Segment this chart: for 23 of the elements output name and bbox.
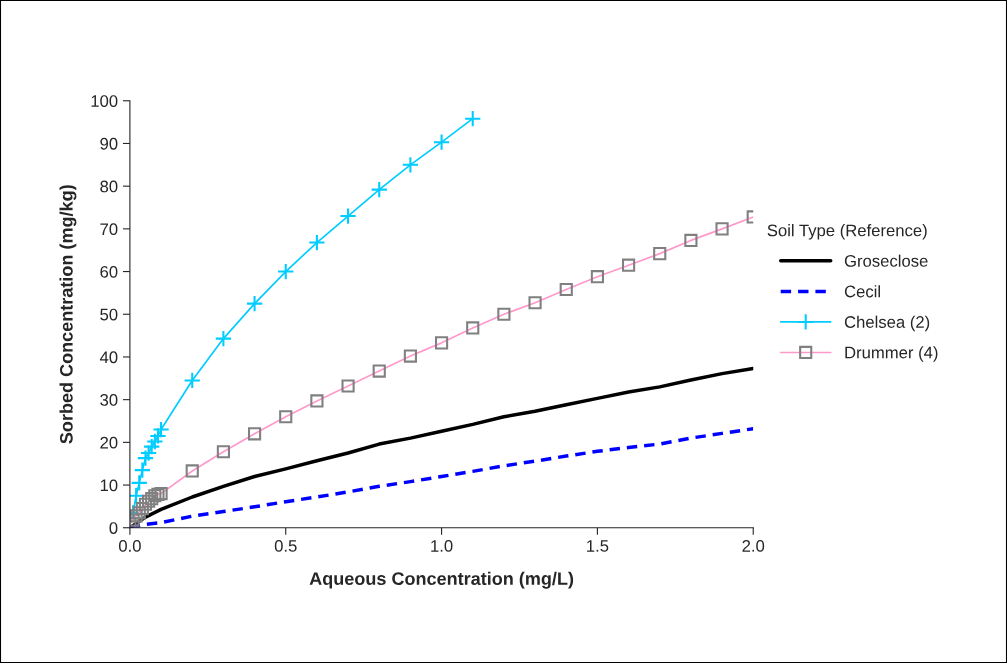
y-tick-label: 0 [109,522,118,534]
y-tick-label: 80 [100,180,118,193]
legend-label: Chelsea (2) [844,315,930,332]
x-axis-title: Aqueous Concentration (mg/L) [309,571,574,589]
x-tick-label: 1.5 [587,540,609,552]
x-tick-label: 2.0 [742,539,765,552]
y-axis-title: Sorbed Concentration (mg/kg) [59,185,77,444]
y-tick-label: 40 [99,351,118,364]
y-tick-label: 10 [100,479,118,492]
legend-label: Drummer (4) [845,346,938,362]
legend-title: Soil Type (Reference) [767,224,927,240]
y-tick-label: 60 [100,265,118,278]
y-tick-label: 50 [100,308,118,321]
y-tick-label: 90 [100,137,118,150]
y-tick-label: 20 [100,436,118,449]
y-tick-label: 30 [100,394,118,406]
y-tick-label: 70 [100,223,118,236]
x-tick-label: 0.0 [118,539,141,552]
legend-label: Cecil [844,285,880,298]
x-tick-label: 0.5 [274,539,297,552]
x-tick-label: 1.0 [431,539,453,552]
y-tick-label: 100 [91,95,118,107]
legend-label: Groseclose [844,254,928,267]
